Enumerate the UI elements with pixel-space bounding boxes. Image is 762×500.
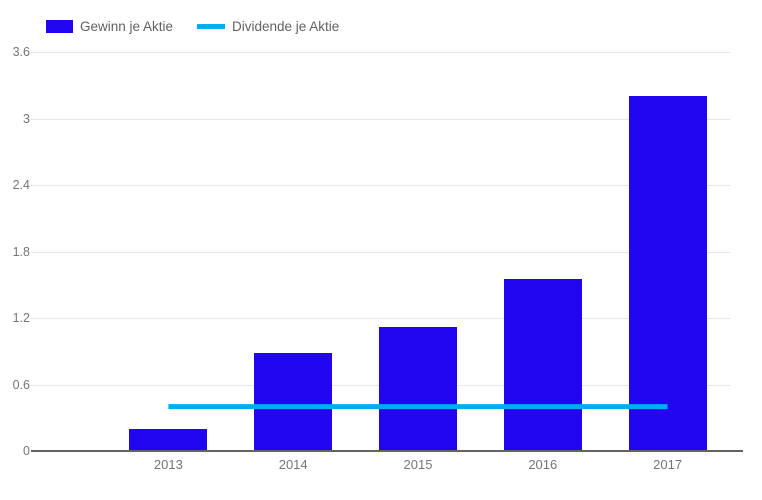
x-tick-label: 2014 bbox=[278, 457, 308, 472]
y-tick-label: 2.4 bbox=[12, 178, 30, 192]
y-tick-label: 0.6 bbox=[12, 377, 30, 392]
bar-2014[interactable] bbox=[254, 353, 333, 450]
bar-2016[interactable] bbox=[503, 279, 582, 450]
legend-label-dividende: Dividende je Aktie bbox=[232, 18, 340, 34]
gridline bbox=[31, 185, 730, 186]
x-tick-label: 2015 bbox=[403, 457, 433, 472]
x-tick-label: 2017 bbox=[653, 457, 683, 472]
y-tick-label: 1.8 bbox=[12, 244, 30, 259]
y-tick-label: 0 bbox=[23, 444, 30, 458]
x-tick-label: 2013 bbox=[153, 457, 183, 472]
gridline bbox=[31, 251, 730, 253]
bar-2015[interactable] bbox=[379, 326, 457, 450]
gridline bbox=[31, 318, 730, 319]
bar-series-swatch-icon bbox=[46, 19, 73, 33]
x-axis-baseline bbox=[31, 450, 743, 452]
gridline bbox=[31, 118, 730, 120]
chart-legend: Gewinn je Aktie Dividende je Aktie bbox=[0, 0, 762, 46]
bar-2013[interactable] bbox=[129, 428, 208, 450]
line-series-swatch-icon bbox=[197, 23, 225, 29]
legend-label-gewinn: Gewinn je Aktie bbox=[80, 18, 174, 34]
legend-item-gewinn: Gewinn je Aktie bbox=[46, 15, 173, 37]
x-tick-label: 2016 bbox=[528, 457, 558, 472]
legend-item-dividende: Dividende je Aktie bbox=[197, 15, 339, 37]
gridline bbox=[31, 52, 730, 53]
y-tick-label: 1.2 bbox=[12, 311, 30, 325]
y-tick-label: 3.6 bbox=[12, 45, 30, 59]
bar-2017[interactable] bbox=[628, 96, 707, 450]
y-tick-label: 3 bbox=[23, 111, 30, 126]
